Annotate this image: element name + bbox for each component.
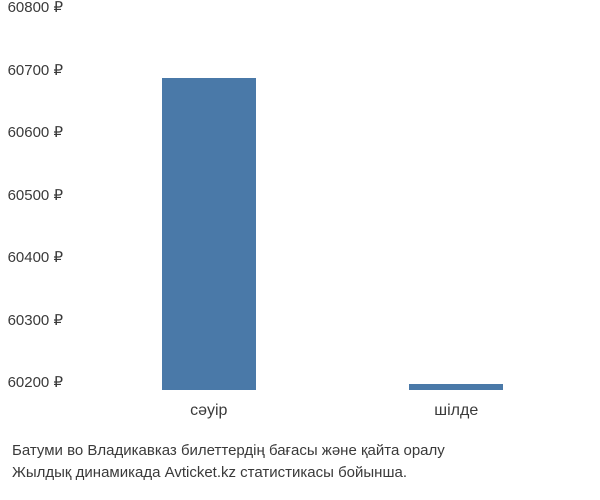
y-tick-label: 60800 ₽: [8, 0, 63, 16]
y-tick-label: 60600 ₽: [8, 123, 63, 141]
chart-plot-area: [85, 15, 580, 390]
bar: [162, 78, 256, 391]
y-tick-label: 60400 ₽: [8, 248, 63, 266]
bar: [409, 384, 503, 390]
caption-line-1: Батуми во Владикавказ билеттердің бағасы…: [12, 440, 588, 462]
x-tick-label: шілде: [434, 402, 478, 420]
chart-caption: Батуми во Владикавказ билеттердің бағасы…: [12, 440, 588, 484]
x-tick-label: сәуір: [190, 402, 227, 420]
y-tick-label: 60200 ₽: [8, 373, 63, 391]
caption-line-2: Жылдық динамикада Avticket.kz статистика…: [12, 462, 588, 484]
y-tick-label: 60700 ₽: [8, 61, 63, 79]
y-tick-label: 60300 ₽: [8, 311, 63, 329]
y-tick-label: 60500 ₽: [8, 186, 63, 204]
x-axis: сәуір шілде: [85, 402, 580, 427]
bars-container: [85, 15, 580, 390]
y-axis: 60200 ₽60300 ₽60400 ₽60500 ₽60600 ₽60700…: [0, 7, 75, 382]
